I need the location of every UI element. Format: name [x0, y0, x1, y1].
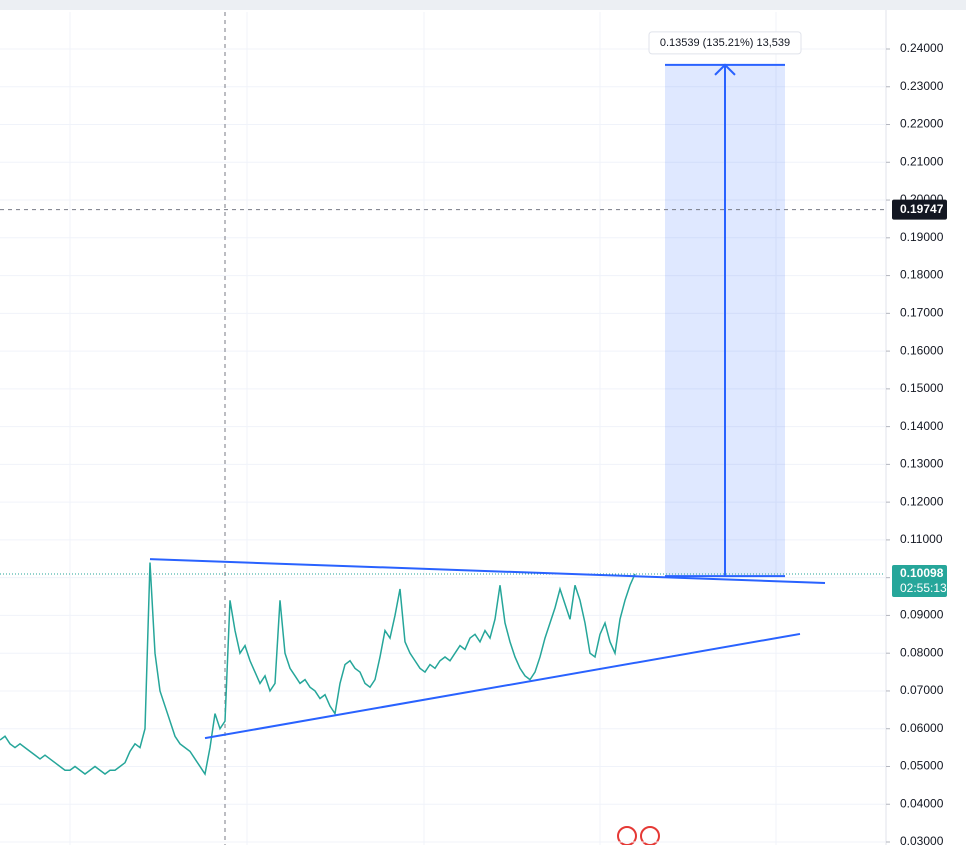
- y-tick-label: 0.19000: [900, 230, 944, 244]
- y-tick-label: 0.04000: [900, 796, 944, 810]
- crosshair-label-box: [892, 199, 947, 220]
- y-tick-label: 0.17000: [900, 306, 944, 320]
- y-tick-label: 0.08000: [900, 645, 944, 659]
- flag-icon: [617, 826, 637, 845]
- y-tick-label: 0.14000: [900, 419, 944, 433]
- y-tick-label: 0.22000: [900, 117, 944, 131]
- crosshair-label: 0.19747: [900, 202, 944, 216]
- y-tick-label: 0.21000: [900, 154, 944, 168]
- y-tick-label: 0.16000: [900, 343, 944, 357]
- y-tick-label: 0.15000: [900, 381, 944, 395]
- trendline: [149, 558, 826, 584]
- vertical-grid: [69, 12, 777, 845]
- measure-label: 0.13539 (135.21%) 13,539: [660, 37, 790, 49]
- y-tick-label: 0.03000: [900, 834, 944, 845]
- price-line: [0, 562, 636, 776]
- arrow-head: [714, 63, 736, 76]
- y-tick-label: 0.06000: [900, 721, 944, 735]
- last-price-label: 0.10098: [900, 566, 944, 580]
- y-tick-label: 0.11000: [900, 532, 943, 546]
- flags: [617, 826, 660, 845]
- last-price-box: [892, 564, 947, 597]
- y-tick-label: 0.13000: [900, 457, 944, 471]
- y-tick-label: 0.18000: [900, 268, 944, 282]
- top-bar: [0, 0, 966, 10]
- trendline: [204, 632, 801, 740]
- flag-icon: [640, 826, 660, 845]
- y-tick-label: 0.12000: [900, 494, 944, 508]
- y-tick-label: 0.23000: [900, 79, 944, 93]
- y-tick-label: 0.24000: [900, 41, 944, 55]
- y-tick-label: 0.07000: [900, 683, 944, 697]
- y-tick-label: 0.05000: [900, 759, 944, 773]
- countdown-label: 02:55:13: [900, 581, 947, 595]
- measure-label-box: [648, 31, 802, 55]
- y-tick-label: 0.09000: [900, 608, 944, 622]
